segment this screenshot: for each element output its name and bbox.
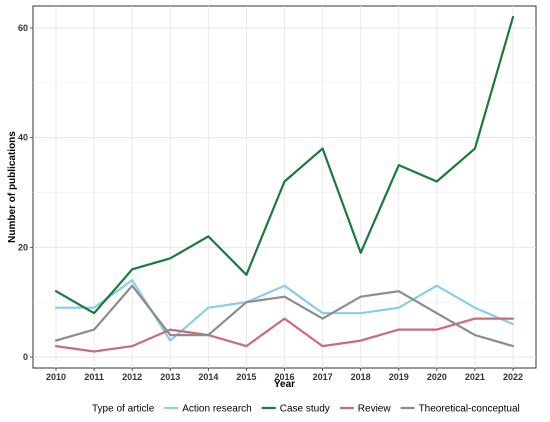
- x-tick-label: 2012: [122, 372, 142, 382]
- y-tick-label: 0: [23, 352, 28, 362]
- x-tick-label: 2014: [198, 372, 218, 382]
- legend-item-action-research: Action research: [164, 404, 252, 415]
- x-tick-label: 2011: [84, 372, 104, 382]
- series-line-case-study: [54, 15, 515, 315]
- series-line-theoretical-conceptual: [54, 284, 515, 348]
- legend-title: Type of article: [92, 404, 155, 415]
- y-axis-title: Number of publications: [7, 131, 18, 243]
- x-tick-label: 2022: [503, 372, 523, 382]
- x-tick-label: 2021: [465, 372, 485, 382]
- x-tick-label: 2018: [351, 372, 371, 382]
- series-lines: [54, 15, 515, 353]
- legend-item-theoretical-conceptual: Theoretical-conceptual: [400, 404, 520, 415]
- legend-item-review: Review: [339, 404, 392, 415]
- legend: Type of article Action research Case stud…: [92, 404, 520, 415]
- series-line-action-research: [54, 279, 515, 342]
- legend-item-case-study: Case study: [261, 404, 330, 415]
- plot-panel: [32, 5, 537, 369]
- legend-label-theoretical-conceptual: Theoretical-conceptual: [419, 404, 520, 415]
- y-tick-label: 20: [18, 242, 28, 252]
- x-tick-label: 2010: [46, 372, 66, 382]
- series-line-review: [54, 317, 515, 353]
- legend-label-action-research: Action research: [182, 404, 251, 415]
- x-tick-label: 2013: [160, 372, 180, 382]
- x-axis: 2010 2011 2012 2013 2014 2015 2016 2017 2018 2019…: [46, 368, 523, 382]
- x-tick-label: 2019: [389, 372, 409, 382]
- x-tick-label: 2017: [313, 372, 333, 382]
- y-tick-label: 40: [18, 133, 28, 143]
- grid-lines: [33, 6, 536, 368]
- y-axis: 0 20 40 60: [18, 23, 33, 362]
- y-tick-label: 60: [18, 23, 28, 33]
- x-tick-label: 2015: [236, 372, 256, 382]
- x-tick-label: 2016: [274, 372, 294, 382]
- x-tick-label: 2020: [427, 372, 447, 382]
- legend-label-case-study: Case study: [280, 404, 330, 415]
- x-axis-title: Year: [274, 379, 295, 390]
- legend-label-review: Review: [358, 404, 392, 415]
